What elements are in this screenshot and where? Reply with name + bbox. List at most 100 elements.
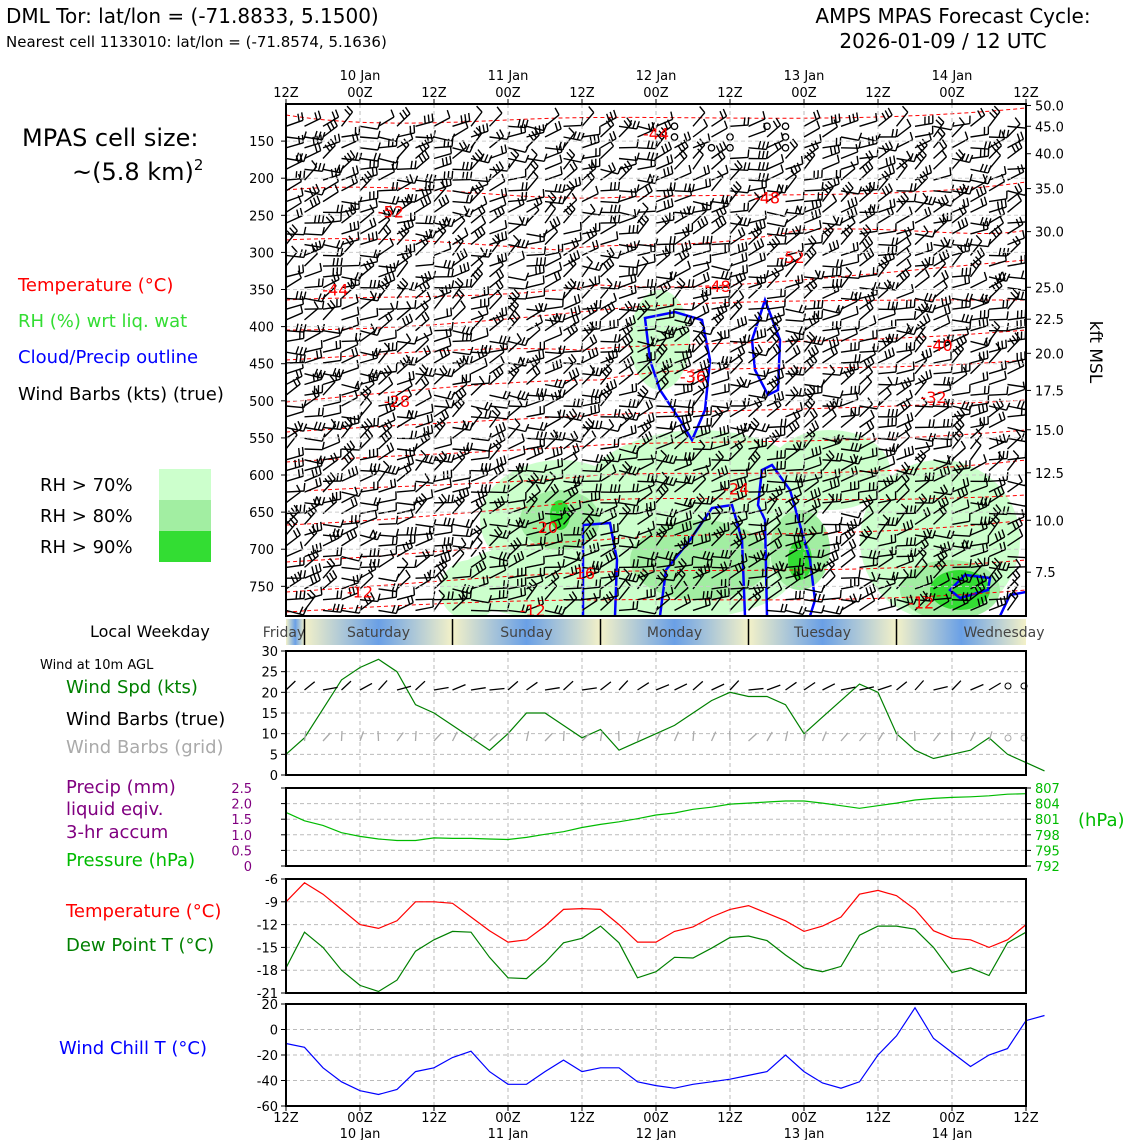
precip-tick-label: 2.0 [231,798,252,813]
wind-barb [674,139,689,160]
wind-barb [711,329,730,343]
wind-barb [877,363,898,375]
pressure-tick-label: 150 [249,135,274,150]
wind-barb [359,279,381,289]
wind-barb [655,198,674,213]
wind-barb [341,604,363,614]
wind-barb [618,579,631,601]
wind-barb [729,278,743,299]
wind-barb [396,557,409,579]
wind-barb [378,311,393,332]
wind-barb [304,110,322,127]
wind-barb [563,161,578,181]
wind-barb [673,149,688,170]
wind-barb [451,546,465,568]
wind-barb [1025,415,1026,417]
wind-barb [637,431,653,450]
wind-barb [729,202,750,213]
wind-barb [452,583,474,595]
temperature-line [285,882,1027,949]
wind-barb [470,297,490,310]
wind-barb [544,298,564,310]
wind-barb [988,433,1006,450]
wind-barb [674,399,696,409]
wind-barb [304,572,321,590]
wind-barb [507,168,527,181]
wind-barb [433,399,450,418]
wind-barb [969,428,983,450]
wind-barb [304,349,323,364]
height-tick-label: 10.0 [1035,514,1064,529]
wind-barb [803,385,816,407]
wind-barb [859,481,879,493]
surface-wind-barb [803,681,816,691]
wind-barb [711,108,728,127]
wind-barb [377,213,391,235]
wind-barb [341,294,359,310]
wind-barb [507,299,520,321]
wind-barb [970,581,986,601]
wind-barb [600,257,615,278]
wind-barb [970,196,988,213]
isotherm-line [286,399,1026,433]
wind-barb [674,206,691,224]
wind-barb [470,549,487,568]
wind-barb [544,409,566,419]
wind-barb [507,398,529,408]
wind-barb [988,485,1005,504]
wind-barb [507,281,529,290]
wind-barb [877,534,897,547]
wind-barb [637,174,659,185]
wind-barb [766,312,783,332]
wind-barb [488,234,501,256]
height-tick-label: 45.0 [1035,120,1064,135]
pressure-tick-label: 798 [1035,829,1060,844]
wind-barb [1007,558,1021,579]
wind-barb [304,340,323,353]
wind-barb [415,332,430,353]
wind-barb [840,155,859,170]
wind-barb [563,250,581,267]
wind-barb [951,528,973,537]
wind-barb [877,386,892,407]
wind-barb [951,407,966,428]
wind-barb [896,483,910,504]
surface-wind-barb [600,681,612,691]
wind-barb [803,562,821,579]
wind-barb [766,140,783,160]
wind-barb [970,595,988,612]
wind-barb [896,299,916,310]
wind-barb [470,344,492,354]
wind-barb [286,173,303,192]
wind-barb [396,131,414,149]
grid-wind-barb [599,731,603,742]
wind-barb [655,525,668,547]
wind-barb [396,447,416,461]
surface-wind-barb [452,683,466,691]
wind-barb [544,347,562,364]
wind-barb [304,457,323,472]
calm-wind-circle [670,133,679,141]
wind-barb [581,589,601,601]
wind-barb [896,537,917,547]
wind-barb [674,183,695,193]
wind-barb [637,158,656,170]
wind-barb [674,452,695,461]
wind-barb [914,148,927,170]
wind-barb [822,398,843,408]
wind-barb [1007,429,1022,450]
wind-barb [988,370,1007,386]
wind-barb [840,293,858,310]
wind-barb [692,332,707,353]
wind-barb [896,237,912,256]
wind-barb [655,247,671,267]
wind-barb [655,423,674,439]
wind-barb [470,105,483,127]
wind-barb [378,237,395,256]
wind-barb [452,419,468,439]
wind-barb [544,570,560,590]
wind-barb [304,187,326,196]
wind-barb [655,165,674,181]
wind-barb [488,406,501,428]
wind-barb [488,439,502,461]
